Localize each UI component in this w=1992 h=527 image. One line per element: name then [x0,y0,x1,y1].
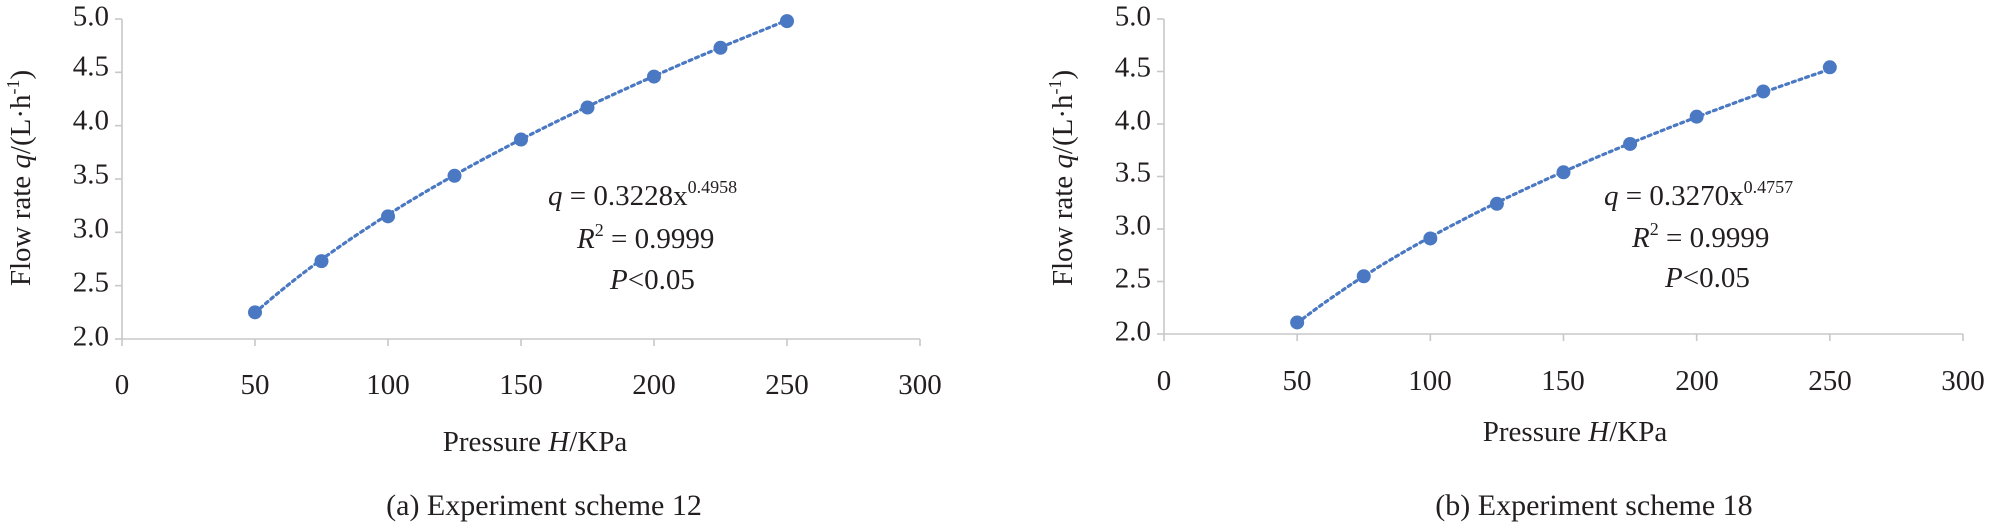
x-axis-ticks-b: 0 50 100 150 200 250 300 [1157,365,1985,397]
y-tick-label-a: 2.5 [73,267,109,299]
x-axis-label-b: Pressure H/KPa [1483,416,1668,448]
x-axis-label-a: Pressure H/KPa [443,426,628,458]
data-point-a [381,209,395,224]
p-value-a: P<0.05 [609,264,695,296]
y-tick-label-a: 2.0 [73,321,109,353]
x-tick-label-a: 250 [765,369,809,401]
data-point-a [580,100,595,115]
axes-a [115,18,921,346]
y-tick-label-b: 2.5 [1115,263,1151,295]
chart-panel-b: 2.0 2.5 3.0 3.5 4.0 4.5 5.0 0 50 100 150… [1045,1,1985,522]
fit-equation-b: q = 0.3270x0.4757 [1604,177,1793,212]
data-point-a [314,254,329,269]
data-point-b [1423,231,1438,246]
equation-box-a: q = 0.3228x0.4958 R2 = 0.9999 P<0.05 [548,177,737,296]
x-tick-label-a: 0 [115,369,130,401]
x-tick-label-b: 250 [1808,365,1852,397]
x-tick-label-a: 50 [241,369,270,401]
x-axis-ticks-a: 0 50 100 150 200 250 300 [115,369,942,401]
data-point-a [248,305,262,320]
x-tick-label-a: 100 [366,369,410,401]
data-point-b [1822,60,1837,75]
y-tick-label-b: 3.5 [1115,157,1151,189]
fit-equation-a: q = 0.3228x0.4958 [548,177,737,212]
data-point-b [1689,109,1704,124]
x-tick-label-b: 50 [1283,365,1312,397]
data-point-a [647,69,661,84]
x-tick-label-b: 150 [1541,365,1585,397]
y-tick-label-a: 3.0 [73,213,109,245]
x-tick-label-b: 100 [1408,365,1452,397]
data-point-b [1489,196,1504,211]
y-tick-label-b: 4.5 [1115,52,1151,84]
axes-b [1157,18,1964,341]
caption-a: (a) Experiment scheme 12 [386,489,702,522]
data-point-b [1756,84,1771,99]
x-tick-label-b: 0 [1157,365,1172,397]
y-tick-label-a: 4.0 [73,105,109,137]
y-tick-label-a: 3.5 [73,159,109,191]
x-tick-label-b: 300 [1941,365,1985,397]
x-tick-label-a: 150 [499,369,543,401]
chart-panel-a: 2.0 2.5 3.0 3.5 4.0 4.5 5.0 0 50 100 150… [3,1,942,522]
y-axis-ticks-b: 2.0 2.5 3.0 3.5 4.0 4.5 5.0 [1115,1,1151,348]
data-point-b [1290,315,1305,330]
y-tick-label-a: 4.5 [73,51,109,83]
y-tick-label-b: 4.0 [1115,105,1151,137]
data-point-a [514,132,528,147]
y-tick-label-b: 2.0 [1115,316,1151,348]
data-point-b [1356,269,1371,284]
caption-b: (b) Experiment scheme 18 [1435,489,1752,522]
y-tick-label-a: 5.0 [73,1,109,33]
markers-b [1290,60,1837,330]
y-tick-label-b: 5.0 [1115,1,1151,33]
markers-a [248,14,794,320]
y-axis-label-b: Flow rate q/(L·h-1) [1045,70,1079,286]
x-tick-label-a: 300 [898,369,942,401]
r-squared-a: R2 = 0.9999 [576,220,714,255]
y-tick-label-b: 3.0 [1115,210,1151,242]
y-axis-label-a: Flow rate q/(L·h-1) [3,70,37,286]
y-axis-ticks-a: 2.0 2.5 3.0 3.5 4.0 4.5 5.0 [73,1,109,353]
p-value-b: P<0.05 [1664,262,1750,294]
data-point-a [447,168,462,183]
equation-box-b: q = 0.3270x0.4757 R2 = 0.9999 P<0.05 [1604,177,1793,294]
r-squared-b: R2 = 0.9999 [1631,219,1769,254]
data-point-b [1556,165,1571,180]
trendline-a [253,18,789,315]
data-point-a [780,14,794,29]
x-tick-label-b: 200 [1675,365,1719,397]
data-point-b [1623,136,1638,151]
data-point-a [713,40,728,55]
x-tick-label-a: 200 [632,369,676,401]
